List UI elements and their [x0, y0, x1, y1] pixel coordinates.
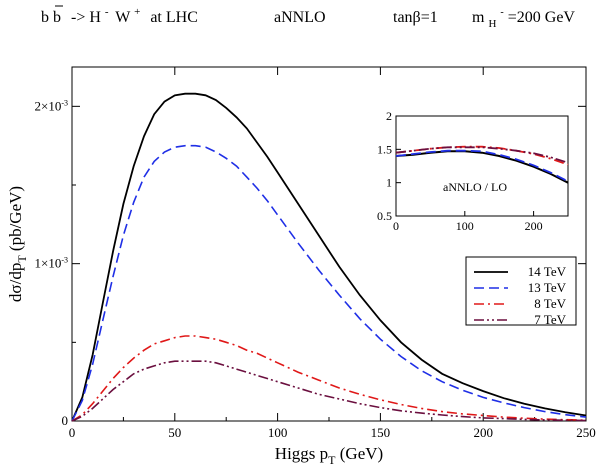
series-line-13-tev [71, 144, 587, 422]
main-series [71, 92, 587, 422]
inset-annotation: aNNLO / LO [443, 180, 507, 194]
inset-series-line-14-tev [395, 150, 569, 184]
x-tick-label: 200 [473, 425, 493, 440]
legend-box [465, 256, 577, 326]
inset-series-line-7-tev [395, 146, 569, 164]
legend-label-14-tev: 14 TeV [528, 264, 567, 279]
x-axis-title: Higgs pT (GeV) [275, 444, 383, 467]
inset-y-tick-label: 1.5 [377, 142, 392, 156]
inset-y-tick-label: 0.5 [377, 209, 392, 223]
y-tick-label: 0 [62, 413, 69, 428]
inset-series [395, 145, 569, 184]
y-axis-title: dσ/dpT (pb/GeV) [6, 186, 29, 302]
x-tick-label: 0 [69, 425, 76, 440]
x-tick-label: 150 [371, 425, 391, 440]
inset-y-tick-label: 2 [386, 109, 392, 123]
y-tick-label: 2×10-3 [34, 98, 68, 113]
main-axis-ticks: 0 50 100 150 200 250 0 1×10-3 2×10-3 [34, 67, 596, 440]
inset-axis-ticks: 0 100 200 0.5 1 1.5 2 [377, 109, 543, 233]
x-tick-label: 100 [268, 425, 288, 440]
inset-x-tick-label: 200 [525, 219, 543, 233]
legend-label-8-tev: 8 TeV [534, 296, 566, 311]
series-line-7-tev [71, 360, 587, 422]
x-tick-label: 250 [576, 425, 596, 440]
title-order: aNNLO [274, 9, 326, 26]
y-tick-label: 1×10-3 [34, 256, 68, 271]
inset-y-tick-label: 1 [386, 176, 392, 190]
title-mass: m H - =200 GeV [472, 2, 575, 31]
series-line-8-tev [71, 335, 587, 422]
inset-frame [395, 115, 569, 217]
inset-x-tick-label: 0 [393, 219, 399, 233]
legend-label-13-tev: 13 TeV [528, 280, 567, 295]
title-tanb: tanβ=1 [393, 9, 438, 26]
legend-label-7-tev: 7 TeV [534, 312, 566, 327]
series-line-14-tev [71, 92, 587, 422]
inset-x-tick-label: 100 [456, 219, 474, 233]
title-process: b b -> H - W + at LHC [41, 2, 198, 26]
chart-title: b b -> H - W + at LHC aNNLO tanβ=1 m H -… [41, 2, 575, 31]
x-tick-label: 50 [168, 425, 181, 440]
